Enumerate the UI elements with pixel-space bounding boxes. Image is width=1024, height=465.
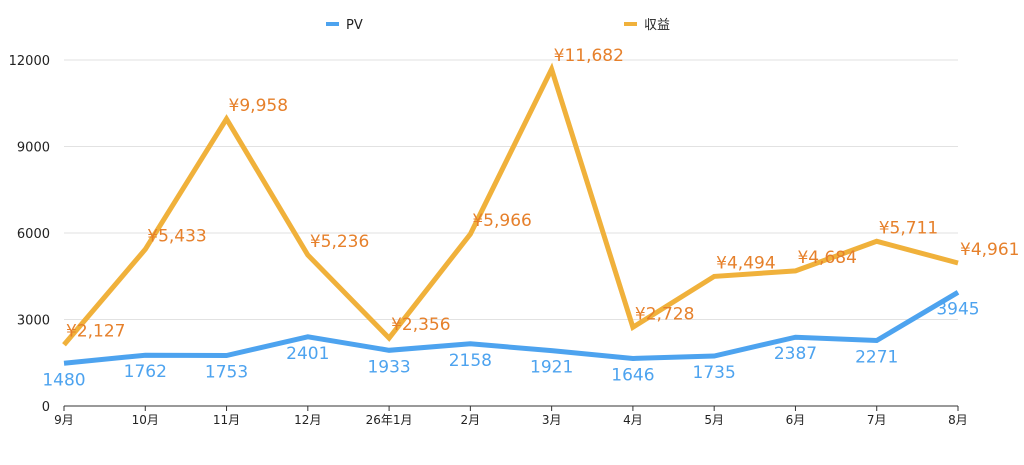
revenue-data-label: ¥4,684: [797, 248, 856, 268]
y-tick-label: 0: [42, 400, 50, 415]
y-tick-label: 3000: [17, 314, 50, 329]
series-line-pv: [63, 290, 960, 366]
pv-data-label: 1753: [205, 362, 248, 382]
pv-data-label: 2158: [449, 351, 492, 371]
pv-data-label: 3945: [936, 299, 979, 319]
x-tick-label: 3月: [542, 413, 562, 427]
x-tick-label: 8月: [948, 413, 968, 427]
x-tick-label: 5月: [704, 413, 724, 427]
data-labels: 1480 1762 1753 2401 1933 2158 1921 1646 1735 2387…: [42, 46, 1019, 390]
revenue-data-label: ¥5,711: [879, 218, 938, 238]
series-lines: [62, 62, 960, 366]
gridlines: [64, 59, 958, 407]
x-tick-label: 10月: [132, 413, 159, 427]
x-tick-label: 6月: [786, 413, 806, 427]
pv-data-label: 1735: [693, 363, 736, 383]
x-tick-label: 4月: [623, 413, 643, 427]
pv-data-label: 2271: [855, 348, 898, 368]
legend-label-pv: PV: [346, 18, 363, 33]
pv-data-label: 1646: [611, 366, 654, 386]
x-tick-label: 9月: [54, 413, 74, 427]
x-tick-label: 12月: [294, 413, 321, 427]
y-tick-label: 6000: [17, 227, 50, 242]
revenue-data-label: ¥4,494: [716, 253, 775, 273]
pv-data-label: 1933: [367, 357, 410, 377]
pv-data-label: 2387: [774, 344, 817, 364]
x-tick-label: 11月: [213, 413, 240, 427]
revenue-data-label: ¥2,356: [391, 315, 450, 335]
revenue-data-label: ¥5,966: [472, 211, 531, 231]
revenue-data-label: ¥11,682: [554, 46, 624, 66]
legend-label-revenue: 収益: [644, 18, 670, 33]
x-tick-label: 2月: [461, 413, 481, 427]
series-line-revenue: [62, 62, 959, 347]
x-axis-ticks: 9月 10月 11月 12月 26年1月 2月 3月 4月 5月 6月 7月 8月: [54, 406, 968, 427]
revenue-data-label: ¥2,127: [66, 322, 125, 342]
pv-data-label: 1921: [530, 358, 573, 378]
revenue-data-label: ¥2,728: [635, 304, 694, 324]
y-tick-label: 12000: [9, 54, 50, 69]
pv-data-label: 1762: [124, 362, 167, 382]
legend: PV 収益: [326, 18, 670, 33]
pv-data-label: 1480: [42, 370, 85, 390]
revenue-data-label: ¥5,236: [310, 232, 369, 252]
y-axis-ticks: 0 3000 6000 9000 12000: [9, 54, 50, 415]
pv-data-label: 2401: [286, 344, 329, 364]
revenue-data-label: ¥5,433: [147, 226, 206, 246]
revenue-data-label: ¥4,961: [960, 240, 1019, 260]
x-tick-label: 26年1月: [366, 413, 413, 427]
y-tick-label: 9000: [17, 141, 50, 156]
revenue-data-label: ¥9,958: [229, 96, 288, 116]
x-tick-label: 7月: [867, 413, 887, 427]
